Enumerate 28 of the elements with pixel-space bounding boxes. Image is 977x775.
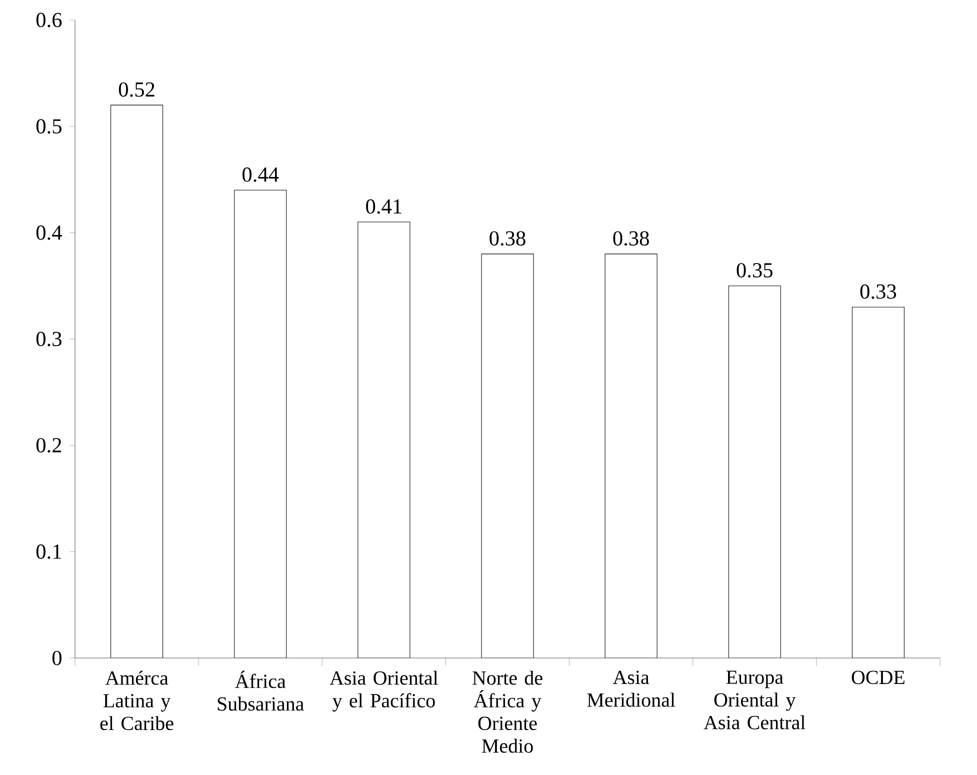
data-label: 0.38	[490, 231, 526, 246]
bar	[234, 190, 287, 658]
bar	[728, 286, 781, 658]
x-tick-label: África Subsariana	[218, 670, 304, 711]
x-tick-label: Asia Oriental y el Pacífico	[330, 670, 438, 712]
data-label: 0.41	[366, 199, 402, 214]
y-tick-label: 0.5	[36, 119, 62, 134]
y-tick-label: 0.6	[36, 12, 62, 28]
x-tick-label: Amérca Latina y el Caribe	[100, 670, 174, 730]
x-tick-label: Europa Oriental y Asia Central	[704, 670, 806, 730]
x-tick-label: Asia Meridional	[587, 670, 676, 707]
data-label: 0.38	[613, 231, 649, 246]
data-label: 0.35	[736, 263, 772, 278]
y-tick-label: 0.4	[36, 225, 62, 240]
bar	[110, 104, 164, 658]
y-tick-label: 0.1	[36, 544, 62, 559]
data-label: 0.44	[242, 167, 279, 182]
y-tick-label: 0.3	[36, 332, 62, 346]
x-tick-label: OCDE	[852, 670, 904, 684]
bar	[604, 254, 658, 658]
bar	[481, 254, 534, 658]
y-tick-label: 0	[52, 650, 62, 666]
bar	[852, 306, 904, 658]
data-label: 0.52	[118, 82, 154, 97]
y-tick-label: 0.2	[36, 438, 62, 453]
data-label: 0.33	[860, 284, 896, 299]
bar	[358, 222, 410, 658]
x-tick-label: Norte de África y Oriente Medio	[472, 670, 542, 753]
